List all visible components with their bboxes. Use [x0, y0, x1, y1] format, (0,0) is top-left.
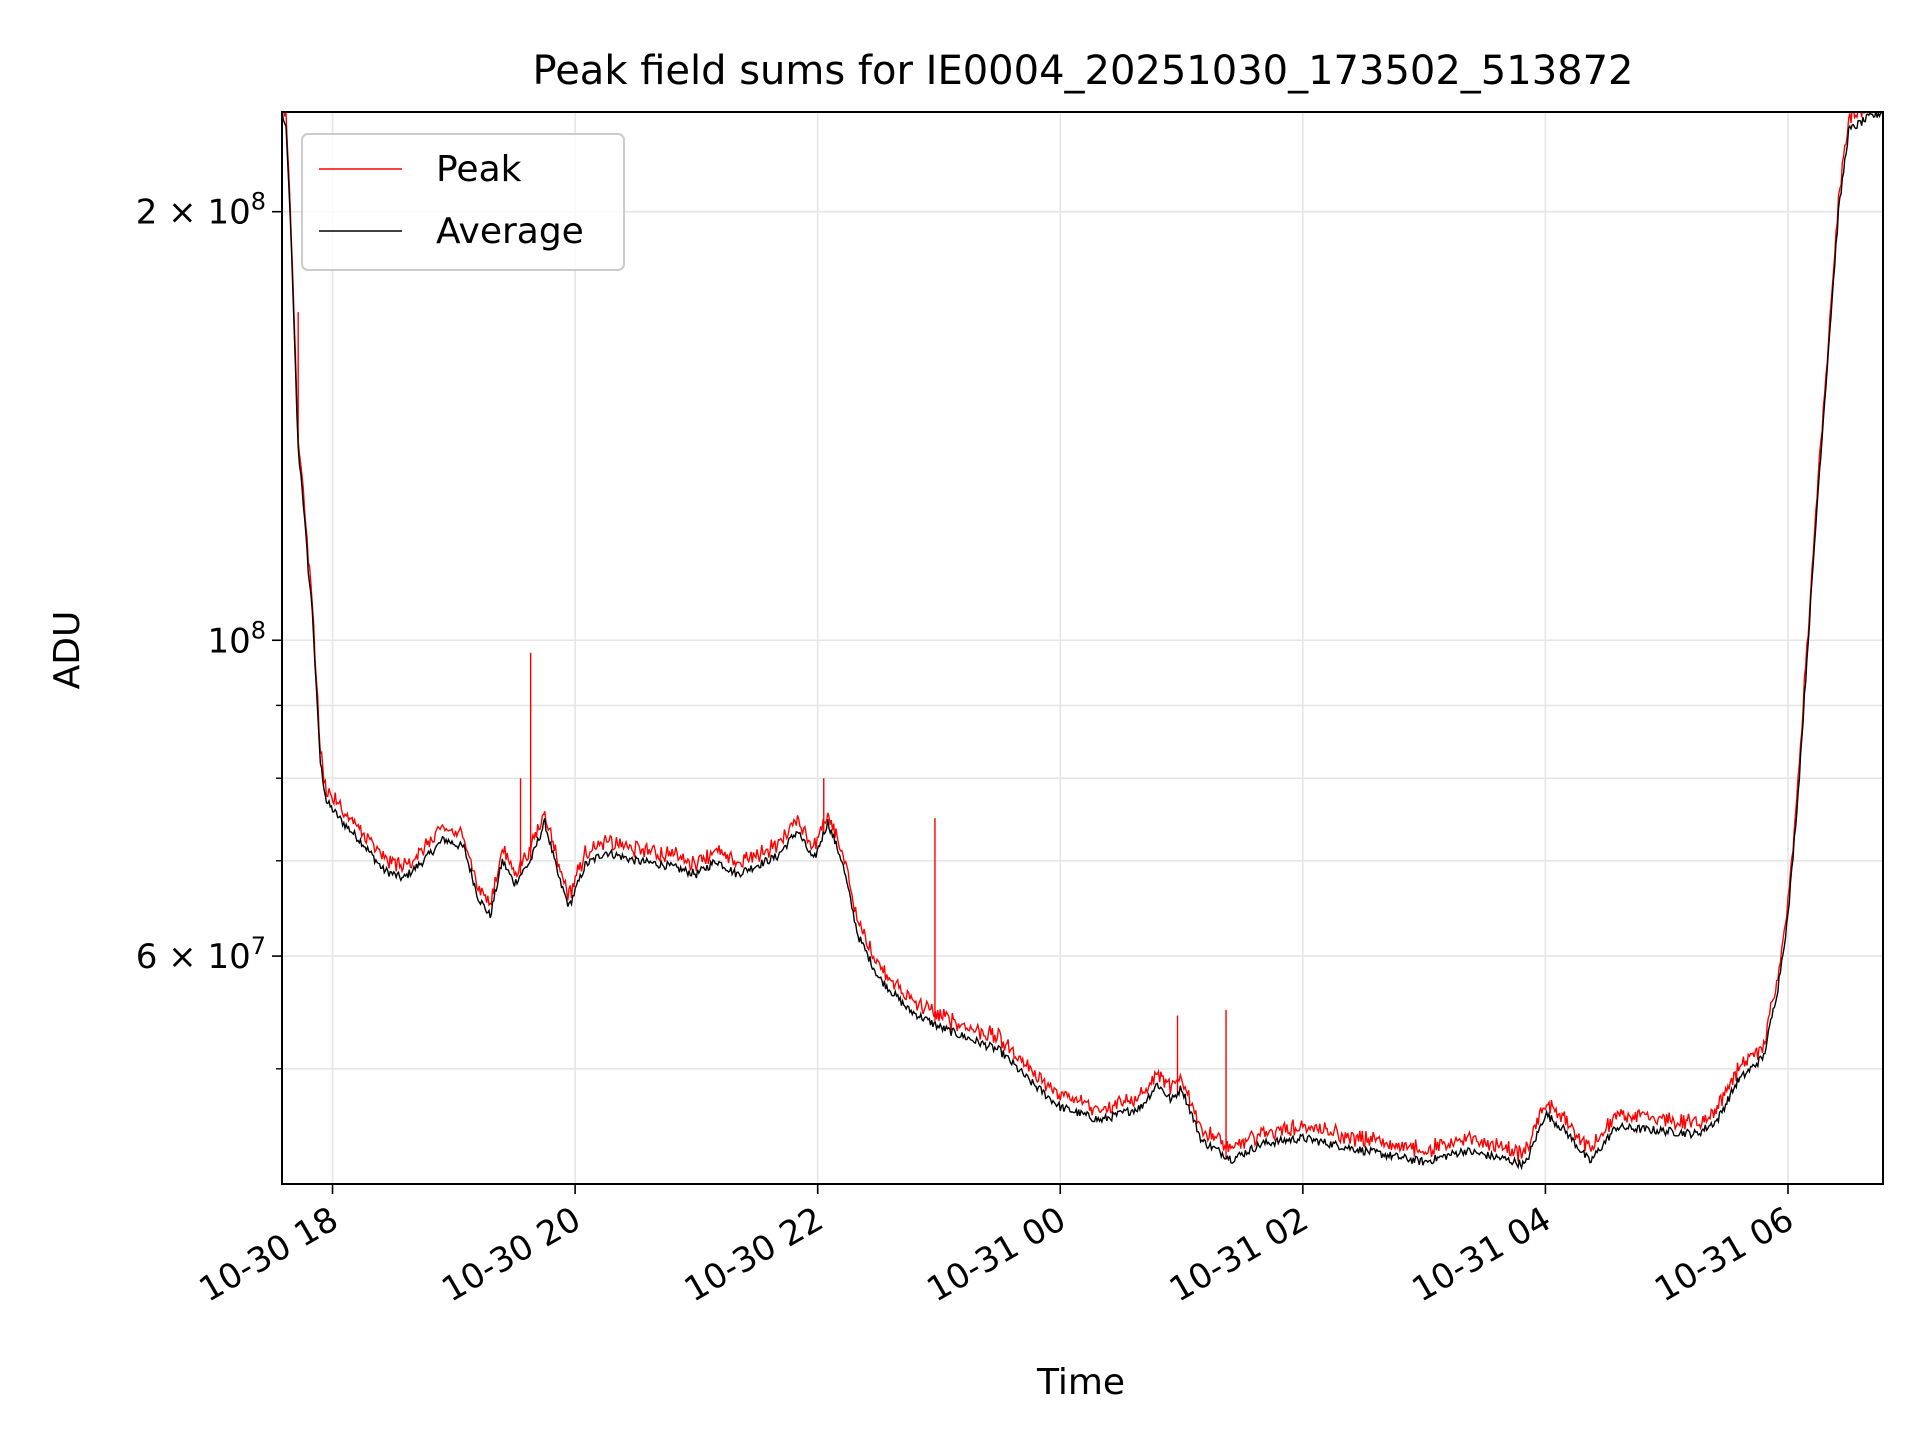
y-tick-label: 6 × 107 [136, 932, 266, 977]
y-axis-label: ADU [47, 611, 88, 690]
y-tick-label: 2 × 108 [136, 188, 266, 233]
series-line-average [282, 112, 1883, 1171]
series-line-peak [283, 112, 1866, 1162]
legend: Peak Average [301, 133, 625, 271]
y-tick-label-exponent: 7 [251, 932, 266, 960]
legend-box [301, 133, 625, 271]
legend-label-average: Average [436, 211, 584, 252]
series-group [282, 112, 1883, 1171]
legend-label-peak: Peak [436, 149, 522, 190]
y-tick-label-base: 2 × 10 [136, 193, 251, 233]
y-tick-label-base: 6 × 10 [136, 937, 251, 977]
y-tick-label-exponent: 8 [251, 616, 266, 644]
plot-frame [281, 111, 1884, 1185]
y-tick-label-exponent: 8 [251, 188, 266, 216]
series-layer [282, 112, 1883, 1171]
chart-title: Peak field sums for IE0004_20251030_1735… [533, 48, 1634, 94]
y-tick-label: 108 [207, 616, 266, 661]
y-tick-label-base: 10 [207, 621, 250, 661]
x-axis-label: Time [1036, 1362, 1125, 1403]
